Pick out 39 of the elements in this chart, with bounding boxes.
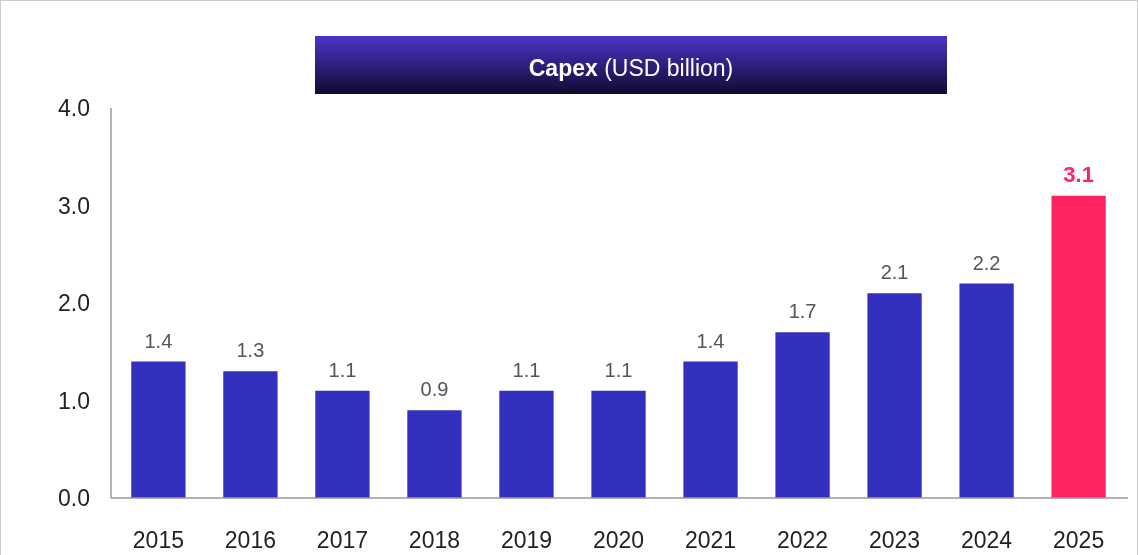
data-label: 1.1 <box>604 358 633 381</box>
bar <box>683 361 738 498</box>
x-tick-label: 2024 <box>961 527 1013 553</box>
x-tick-label: 2023 <box>868 527 921 553</box>
x-tick-label: 2015 <box>132 527 184 553</box>
bar <box>1051 195 1106 498</box>
x-tick-label: 2016 <box>224 527 276 553</box>
x-tick-label: 2018 <box>408 527 461 553</box>
x-tick-label: 2017 <box>316 527 369 553</box>
chart-title: Capex (USD billion) <box>528 55 734 81</box>
y-tick-label: 2.0 <box>58 290 90 317</box>
bar <box>131 361 186 498</box>
x-tick-label: 2021 <box>684 527 737 553</box>
bar <box>959 283 1014 498</box>
data-label: 3.1 <box>1063 161 1094 187</box>
bar <box>499 390 554 498</box>
x-tick-label: 2025 <box>1053 527 1105 553</box>
bar <box>223 371 278 498</box>
data-label: 1.1 <box>512 358 541 381</box>
data-label: 1.7 <box>788 300 817 323</box>
y-tick-label: 4.0 <box>58 95 90 122</box>
x-tick-label: 2020 <box>592 527 645 553</box>
x-tick-label: 2022 <box>776 527 829 553</box>
bar <box>407 410 462 498</box>
y-tick-label: 1.0 <box>58 387 90 414</box>
data-label: 2.2 <box>972 251 1001 274</box>
data-label: 0.9 <box>420 378 449 401</box>
data-label: 1.4 <box>696 329 725 352</box>
x-tick-label: 2019 <box>500 527 553 553</box>
bar <box>315 390 370 498</box>
data-label: 1.3 <box>236 339 265 362</box>
data-label: 2.1 <box>880 261 909 284</box>
data-label: 1.4 <box>144 329 173 352</box>
y-tick-label: 3.0 <box>58 192 90 219</box>
bar <box>867 293 922 498</box>
bar <box>775 332 830 498</box>
data-label: 1.1 <box>328 358 357 381</box>
y-tick-label: 0.0 <box>58 485 90 512</box>
bar <box>591 390 646 498</box>
